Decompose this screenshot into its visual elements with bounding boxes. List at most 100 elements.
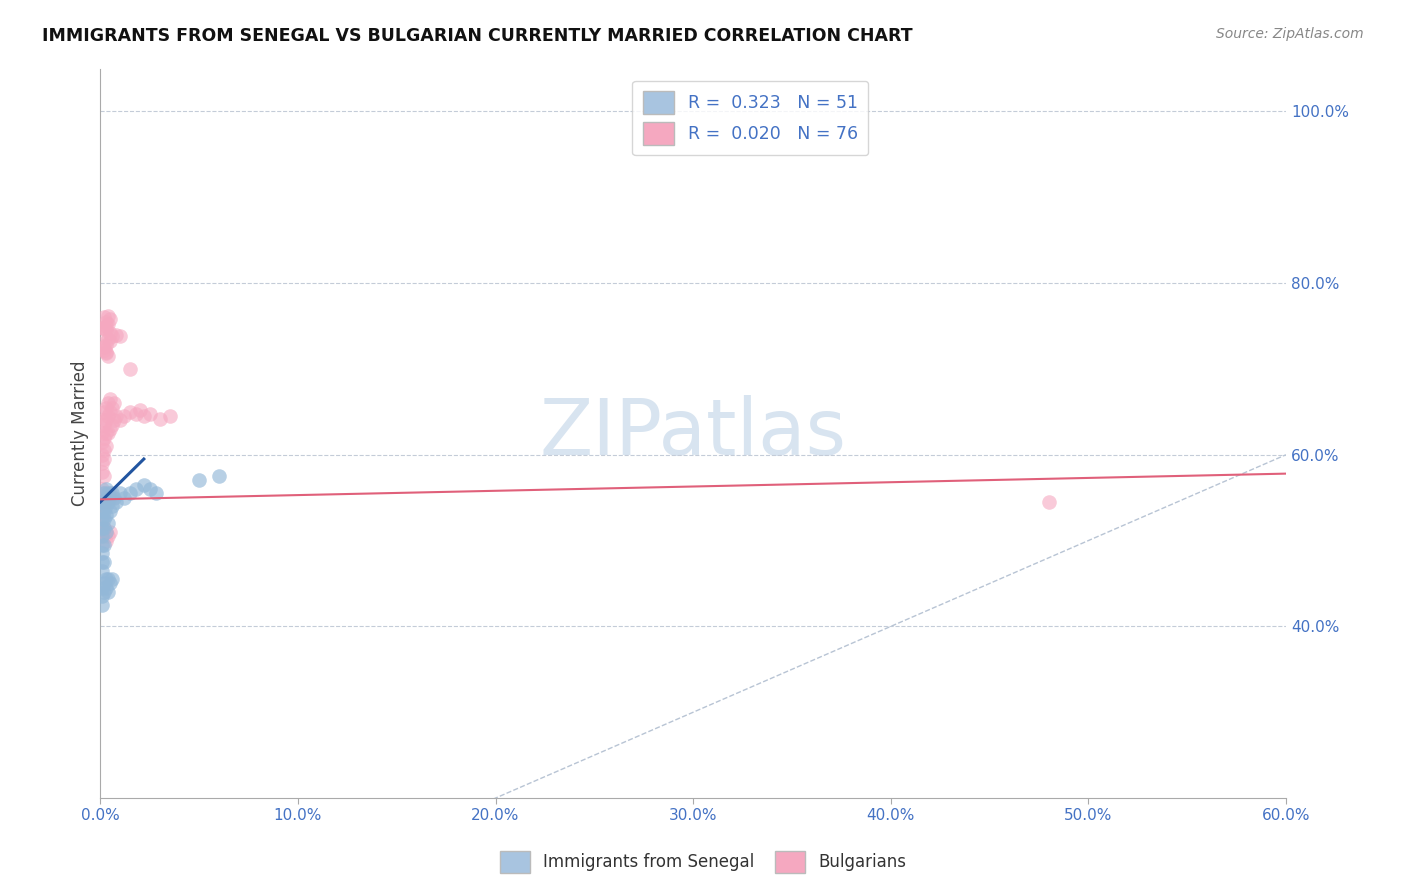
Point xyxy=(98,524,121,539)
Point xyxy=(118,362,141,376)
Point xyxy=(91,598,114,612)
Point xyxy=(96,524,118,539)
Point xyxy=(101,491,124,505)
Point xyxy=(91,555,114,569)
Point xyxy=(91,529,114,543)
Point xyxy=(208,469,231,483)
Point xyxy=(108,486,131,500)
Point xyxy=(93,341,115,355)
Point xyxy=(91,426,114,441)
Point xyxy=(101,417,124,432)
Point xyxy=(93,486,115,500)
Point xyxy=(93,405,115,419)
Point xyxy=(97,572,120,586)
Point xyxy=(91,521,114,535)
Point xyxy=(98,326,121,340)
Point xyxy=(91,564,114,578)
Point xyxy=(93,538,115,552)
Point xyxy=(97,309,120,323)
Point xyxy=(149,411,172,425)
Point xyxy=(91,482,114,496)
Point xyxy=(145,486,167,500)
Point xyxy=(93,320,115,334)
Point xyxy=(108,329,131,343)
Point xyxy=(97,409,120,424)
Point xyxy=(103,396,125,410)
Point xyxy=(103,413,125,427)
Point xyxy=(91,546,114,560)
Legend: Immigrants from Senegal, Bulgarians: Immigrants from Senegal, Bulgarians xyxy=(494,845,912,880)
Point xyxy=(93,343,115,357)
Point xyxy=(97,426,120,441)
Point xyxy=(112,491,135,505)
Point xyxy=(93,486,115,500)
Point xyxy=(97,486,120,500)
Point xyxy=(93,521,115,535)
Point xyxy=(93,576,115,591)
Point xyxy=(91,524,114,539)
Point xyxy=(98,503,121,517)
Point xyxy=(91,465,114,479)
Point xyxy=(93,452,115,467)
Point xyxy=(91,413,114,427)
Point xyxy=(125,482,148,496)
Point xyxy=(97,516,120,531)
Point xyxy=(98,422,121,436)
Point xyxy=(97,495,120,509)
Point xyxy=(98,392,121,406)
Point xyxy=(93,310,115,325)
Point xyxy=(132,477,155,491)
Point xyxy=(93,529,115,543)
Point xyxy=(96,500,118,514)
Point xyxy=(105,495,128,509)
Text: Source: ZipAtlas.com: Source: ZipAtlas.com xyxy=(1216,27,1364,41)
Legend: R =  0.323   N = 51, R =  0.020   N = 76: R = 0.323 N = 51, R = 0.020 N = 76 xyxy=(633,81,869,155)
Point xyxy=(91,320,114,334)
Text: ZIPatlas: ZIPatlas xyxy=(540,395,846,471)
Point xyxy=(96,346,118,360)
Point xyxy=(93,469,115,483)
Point xyxy=(93,555,115,569)
Point xyxy=(103,491,125,505)
Point xyxy=(93,503,115,517)
Point xyxy=(91,336,114,351)
Point xyxy=(96,344,118,359)
Point xyxy=(128,403,150,417)
Point xyxy=(96,318,118,333)
Point xyxy=(97,529,120,543)
Point xyxy=(98,491,121,505)
Point xyxy=(112,409,135,424)
Point xyxy=(108,413,131,427)
Point xyxy=(96,401,118,415)
Point xyxy=(96,482,118,496)
Point xyxy=(139,482,162,496)
Point xyxy=(101,486,124,500)
Point xyxy=(97,318,120,332)
Point xyxy=(96,581,118,595)
Point xyxy=(97,396,120,410)
Point xyxy=(91,512,114,526)
Point xyxy=(159,409,181,424)
Point xyxy=(96,524,118,539)
Point xyxy=(97,332,120,346)
Point xyxy=(91,495,114,509)
Point xyxy=(97,349,120,363)
Point xyxy=(139,407,162,421)
Point xyxy=(132,409,155,424)
Point xyxy=(96,413,118,427)
Point xyxy=(101,329,124,343)
Point xyxy=(93,512,115,526)
Point xyxy=(101,401,124,415)
Point xyxy=(98,576,121,591)
Point xyxy=(101,572,124,586)
Point xyxy=(91,495,114,509)
Text: IMMIGRANTS FROM SENEGAL VS BULGARIAN CURRENTLY MARRIED CORRELATION CHART: IMMIGRANTS FROM SENEGAL VS BULGARIAN CUR… xyxy=(42,27,912,45)
Point xyxy=(93,443,115,458)
Point xyxy=(91,448,114,462)
Point xyxy=(93,495,115,509)
Point xyxy=(93,585,115,599)
Point xyxy=(91,456,114,470)
Point xyxy=(101,500,124,514)
Point xyxy=(96,315,118,329)
Point xyxy=(98,312,121,326)
